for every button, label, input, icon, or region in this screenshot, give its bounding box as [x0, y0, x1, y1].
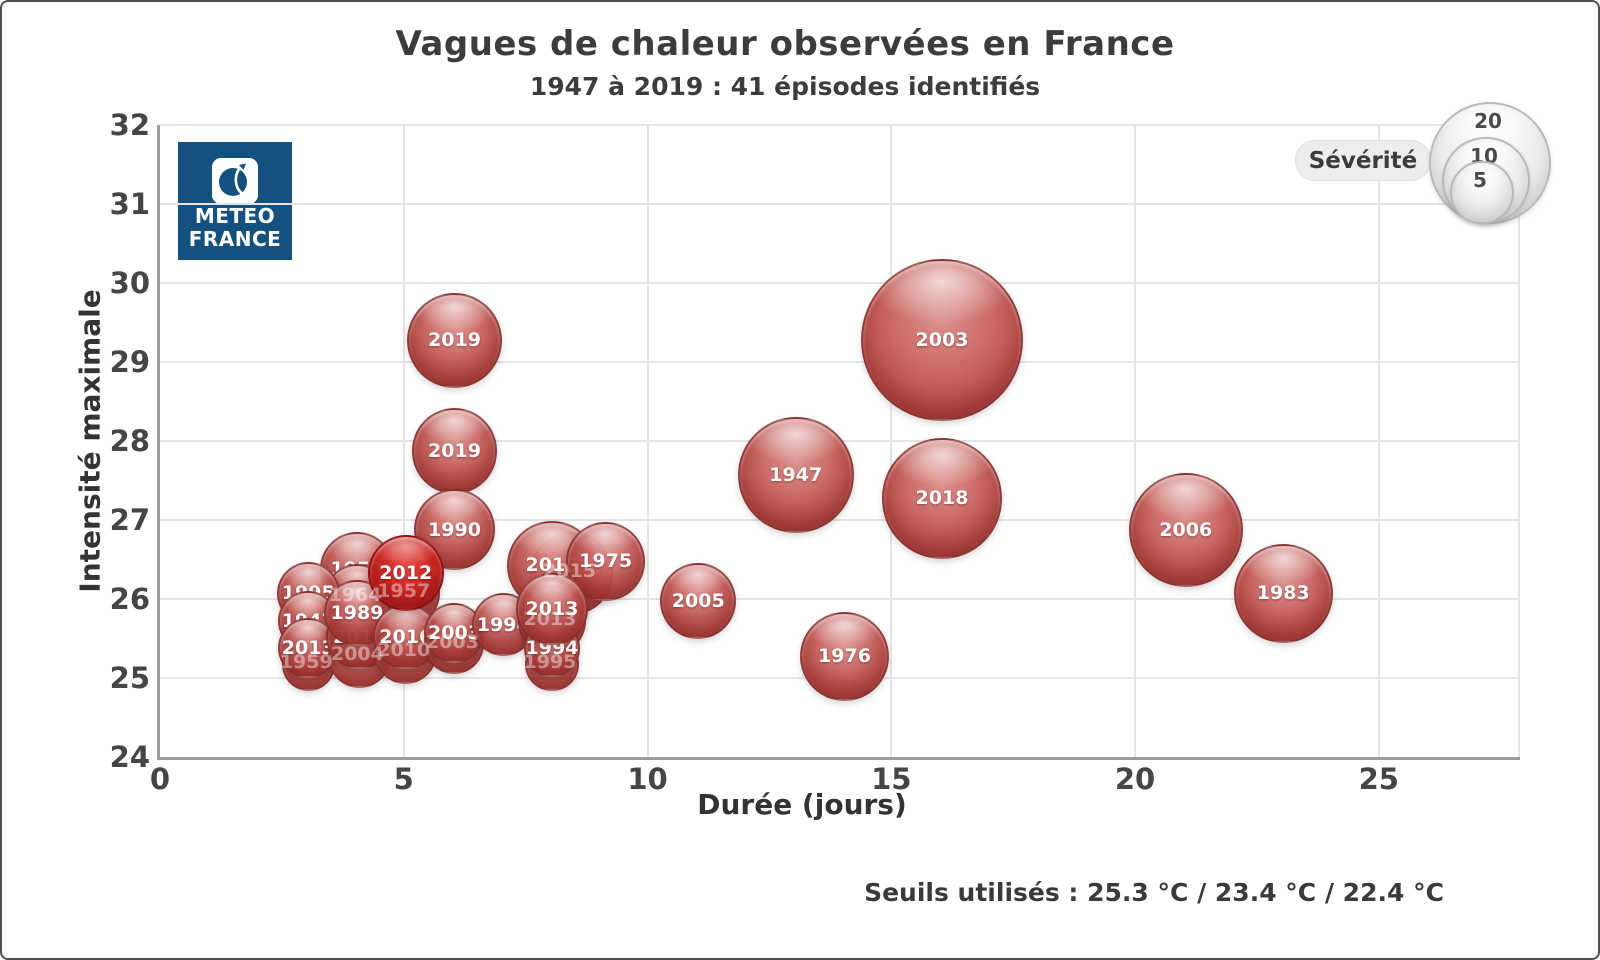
meteo-france-logo: METEO FRANCE — [178, 142, 292, 260]
bubble-label: 1990 — [428, 518, 481, 541]
gridline-horizontal — [160, 519, 1520, 521]
legend-circle-value: 20 — [1474, 108, 1502, 133]
x-tick-label: 10 — [627, 762, 668, 796]
bubble-label: 2012 — [379, 562, 433, 585]
bubble-2003: 2003 — [860, 259, 1024, 422]
gridline-vertical — [890, 125, 893, 757]
bubble-label-ghost-2003: 2003 — [426, 631, 479, 654]
bubble-label-ghost-1995: 1995 — [523, 651, 577, 674]
y-tick-label: 26 — [109, 582, 150, 616]
bubble-label: 1983 — [1256, 582, 1310, 605]
meteo-france-icon — [212, 158, 258, 204]
bubble-label: 2019 — [428, 439, 481, 462]
gridline-vertical — [646, 125, 649, 757]
bubble-label-ghost-2010: 2010 — [377, 639, 431, 662]
logo-text-line2: FRANCE — [188, 227, 282, 251]
bubble-label: 2016 — [379, 625, 433, 648]
x-tick-label: 25 — [1358, 762, 1399, 796]
bubble-1983: 1983 — [1233, 543, 1333, 643]
bubble-label: 1947 — [769, 463, 823, 486]
bubble-2013: 2013 — [516, 573, 588, 645]
y-axis-spine — [157, 125, 160, 760]
bubble-label: 2005 — [671, 589, 725, 612]
legend-circle-5 — [1450, 160, 1514, 224]
y-tick-label: 29 — [109, 345, 150, 379]
x-tick-label: 5 — [393, 762, 414, 796]
bubble-label: 2013 — [281, 637, 335, 660]
logo-text-line1: METEO — [194, 204, 276, 228]
y-tick-label: 32 — [109, 108, 150, 142]
bubble-1989: 1989 — [324, 579, 390, 646]
bubble-2019: 2019 — [406, 292, 503, 388]
y-tick-label: 24 — [109, 740, 150, 774]
bubble-label: 1989 — [330, 601, 384, 624]
bubble-label: 2003 — [428, 621, 481, 644]
gridline-horizontal — [160, 203, 1520, 205]
bubble-label: 1976 — [818, 645, 871, 668]
gridline-vertical — [1377, 125, 1380, 757]
gridline-horizontal — [160, 598, 1520, 600]
x-tick-label: 15 — [871, 762, 912, 796]
bubble-label: 2015 — [525, 554, 579, 577]
chart-title: Vagues de chaleur observées en France — [395, 24, 1175, 64]
bubble-label: 1975 — [579, 550, 633, 573]
bubble-1976: 1976 — [799, 611, 890, 702]
bubble-2012: 2012 — [367, 535, 444, 612]
gridline-vertical — [1134, 125, 1136, 757]
chart-subtitle: 1947 à 2019 : 41 épisodes identifiés — [529, 72, 1041, 101]
bubble-label-ghost-2013: 2013 — [523, 607, 577, 630]
bubble-2019: 2019 — [411, 408, 498, 494]
bubble-2005: 2005 — [660, 562, 737, 640]
y-tick-label: 25 — [109, 661, 150, 695]
bubble-label-ghost-1964: 1964 — [328, 584, 382, 607]
bubble-label: 2013 — [525, 597, 579, 620]
severity-legend-label: Sévérité — [1295, 140, 1431, 181]
y-tick-label: 27 — [109, 503, 150, 537]
gridline-vertical — [1518, 125, 1520, 757]
x-tick-label: 0 — [149, 762, 171, 796]
gridline-horizontal — [160, 282, 1520, 284]
legend-circle-value: 5 — [1473, 167, 1487, 192]
x-axis-spine — [157, 757, 1520, 760]
y-axis-title: Intensité maximale — [73, 289, 107, 593]
y-tick-label: 30 — [109, 266, 150, 300]
gridline-horizontal — [160, 124, 1520, 126]
bubble-label: 2018 — [915, 487, 969, 510]
bubble-label-ghost-2004: 2004 — [330, 643, 384, 666]
gridline-horizontal — [160, 361, 1520, 363]
bubble-label: 2019 — [428, 329, 481, 352]
bubble-label-ghost-2015: 2015 — [543, 560, 596, 583]
bubble-label-ghost-1957: 1957 — [377, 580, 431, 603]
bubble-1947: 1947 — [737, 416, 854, 533]
bubble-label: 2003 — [915, 329, 969, 352]
x-axis-title: Durée (jours) — [697, 788, 907, 821]
thresholds-note: Seuils utilisés : 25.3 °C / 23.4 °C / 22… — [864, 878, 1444, 907]
y-tick-label: 31 — [109, 187, 150, 221]
y-tick-label: 28 — [109, 424, 150, 458]
bubble-label-ghost-1959: 1959 — [279, 651, 333, 674]
gridline-vertical — [402, 125, 405, 757]
bubble-2006: 2006 — [1128, 472, 1243, 588]
x-tick-label: 20 — [1114, 762, 1156, 796]
bubble-label: 2006 — [1159, 518, 1213, 541]
bubble-2018: 2018 — [881, 438, 1003, 559]
